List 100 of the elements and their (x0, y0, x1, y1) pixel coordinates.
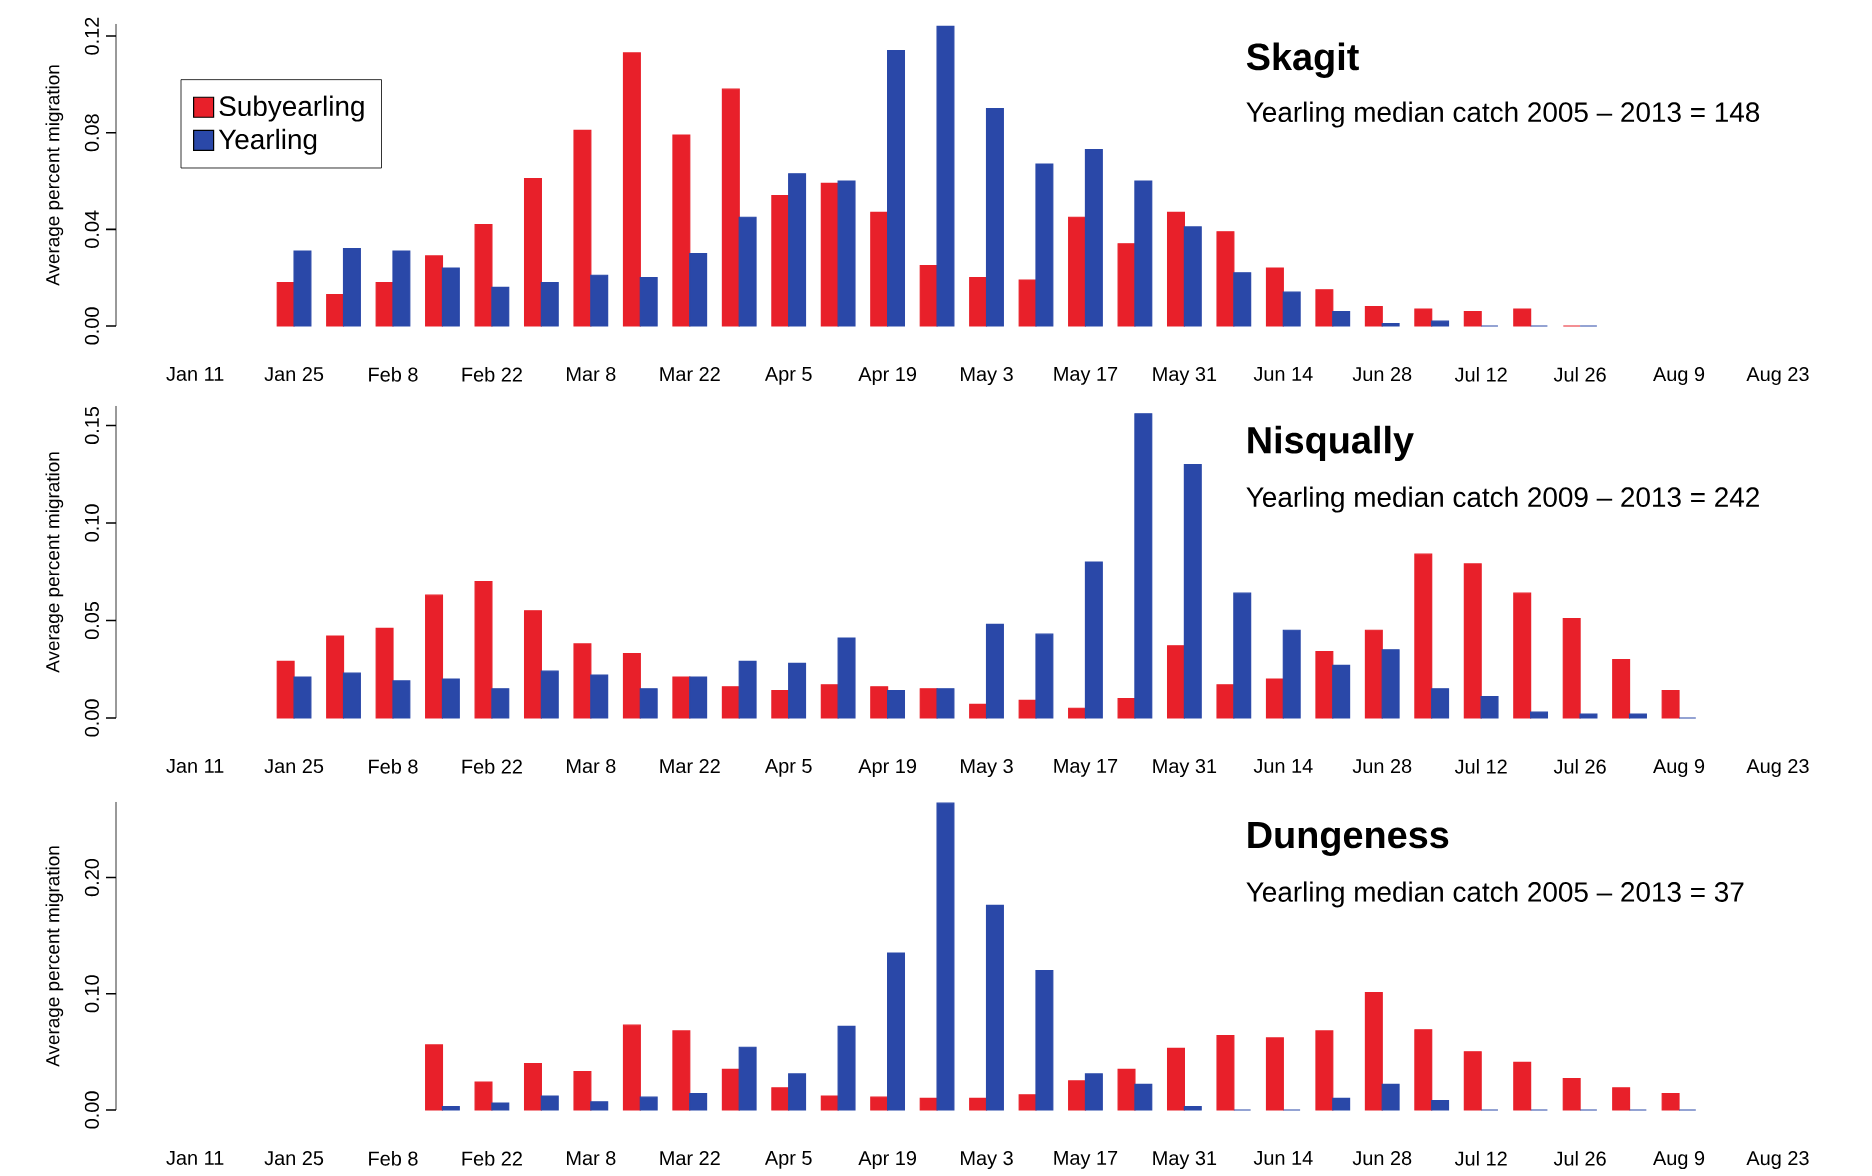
x-tick-label: Jun 14 (1253, 1151, 1313, 1166)
bar (573, 643, 592, 719)
bar (672, 676, 691, 719)
y-tick-label: 0.10 (84, 975, 99, 1013)
bar (1035, 970, 1054, 1111)
bar (1463, 311, 1482, 327)
bar (590, 1101, 609, 1111)
bar (1216, 684, 1235, 719)
bar (985, 108, 1004, 327)
bar (1381, 649, 1400, 719)
bar (1134, 180, 1153, 327)
legend-label: Yearling (218, 128, 317, 155)
x-tick-label: May 31 (1153, 367, 1217, 386)
bar (293, 250, 312, 327)
bar (1018, 1094, 1037, 1111)
text: Yearling median catch 2005 – 2013 = 37 (1246, 881, 1744, 908)
bar (788, 662, 807, 719)
x-tick-label: Mar 22 (660, 759, 720, 774)
bar (1431, 320, 1450, 327)
bar (1364, 629, 1383, 719)
x-tick-label: Mar 8 (567, 759, 616, 774)
bar (1364, 992, 1383, 1111)
bar (1183, 1106, 1202, 1111)
bar (523, 178, 542, 327)
bar (1315, 651, 1334, 719)
y-tick-label: 0.00 (84, 699, 99, 737)
bar (1035, 163, 1054, 327)
bar (474, 581, 493, 719)
bar (985, 904, 1004, 1111)
x-tick-label: Jan 25 (264, 367, 324, 382)
bar (1463, 1051, 1482, 1111)
bar (689, 1093, 708, 1111)
x-tick-label: Apr 5 (764, 367, 812, 385)
x-tick-label: Jan 11 (166, 367, 224, 382)
bar (1084, 1073, 1103, 1111)
bar (1332, 664, 1351, 719)
x-tick-label: Feb 22 (462, 1151, 522, 1166)
bar (1315, 289, 1334, 327)
y-tick-label: 0.10 (84, 504, 99, 542)
bar (276, 660, 295, 719)
bar (622, 1024, 641, 1111)
bar (689, 253, 708, 327)
bar (639, 688, 658, 719)
y-axis-title: Average percent migration (45, 65, 64, 286)
bar (392, 250, 411, 327)
bar (738, 660, 757, 719)
x-tick-label: Aug 9 (1653, 759, 1705, 778)
bar (1084, 561, 1103, 719)
legend-label: Subyearling (219, 95, 364, 122)
bar (837, 1025, 856, 1111)
bar (969, 1097, 988, 1111)
bar (672, 1030, 691, 1111)
bar (919, 688, 938, 719)
bar (1332, 311, 1351, 327)
bar (622, 653, 641, 719)
y-tick-label: 0.20 (84, 859, 99, 897)
bar (1068, 1080, 1087, 1111)
x-tick-label: May 3 (961, 759, 1013, 778)
bar (936, 688, 955, 719)
x-tick-label: Jul 26 (1553, 1151, 1606, 1166)
bar (1166, 645, 1185, 719)
bar (540, 282, 559, 327)
x-tick-label: Feb 8 (369, 367, 418, 382)
bar (523, 610, 542, 719)
bar (1414, 1029, 1433, 1111)
bar (1265, 1037, 1284, 1111)
x-tick-label: Mar 22 (660, 367, 720, 382)
bar (1084, 149, 1103, 327)
x-tick-label: May 31 (1153, 1151, 1217, 1170)
bar (590, 674, 609, 719)
y-tick-label: 0.00 (84, 1091, 99, 1129)
bar (326, 635, 345, 719)
bar (1530, 711, 1549, 719)
bar (1117, 243, 1136, 327)
bar (1480, 696, 1499, 719)
text: Yearling median catch 2005 – 2013 = 148 (1246, 101, 1760, 128)
bar (474, 1081, 493, 1111)
bar (1332, 1097, 1351, 1111)
bar (870, 211, 889, 327)
bar (1035, 633, 1054, 719)
x-tick-label: Aug 23 (1746, 759, 1809, 778)
x-tick-label: Jun 14 (1253, 367, 1313, 382)
x-tick-label: Jun 14 (1253, 759, 1313, 774)
bar (1265, 678, 1284, 719)
bar (523, 1063, 542, 1111)
x-tick-label: Apr 5 (764, 759, 812, 777)
bar (1661, 690, 1680, 719)
bar (771, 1087, 790, 1111)
bar (788, 173, 807, 327)
bar (820, 1095, 839, 1111)
x-tick-label: Apr 19 (858, 759, 917, 778)
bar (771, 690, 790, 719)
bar (1414, 308, 1433, 327)
bar (1216, 231, 1235, 327)
bar (1183, 226, 1202, 327)
x-tick-label: May 3 (961, 1151, 1013, 1170)
bar (392, 680, 411, 719)
x-tick-label: Feb 8 (369, 1151, 418, 1166)
x-tick-label: Jan 11 (166, 759, 224, 774)
bar (1381, 323, 1400, 327)
